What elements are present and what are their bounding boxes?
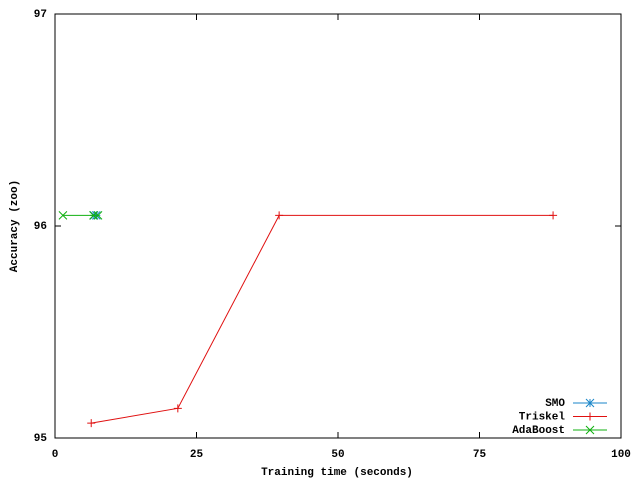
x-tick-label: 50 — [331, 449, 344, 461]
point-marker — [585, 398, 595, 408]
point-marker — [586, 412, 594, 421]
series-line — [91, 214, 554, 424]
point-marker — [275, 211, 284, 220]
point-marker — [58, 211, 68, 220]
point-marker — [549, 211, 558, 220]
point-marker — [87, 419, 96, 428]
y-axis-label: Accuracy (zoo) — [9, 180, 21, 272]
x-tick-label: 100 — [611, 449, 631, 461]
point-marker — [173, 404, 182, 413]
y-tick-label: 95 — [34, 433, 48, 445]
point-marker — [89, 211, 98, 220]
x-tick-label: 75 — [473, 449, 487, 461]
x-axis-label: Training time (seconds) — [261, 467, 413, 479]
point-marker — [585, 425, 595, 435]
x-tick-label: 25 — [190, 449, 204, 461]
legend-label: AdaBoost — [512, 425, 565, 437]
point-marker — [93, 211, 103, 220]
legend-label: SMO — [545, 398, 565, 410]
y-tick-label: 96 — [34, 221, 47, 233]
y-tick-label: 97 — [34, 9, 47, 21]
x-tick-label: 0 — [52, 449, 59, 461]
legend-label: Triskel — [519, 411, 566, 423]
